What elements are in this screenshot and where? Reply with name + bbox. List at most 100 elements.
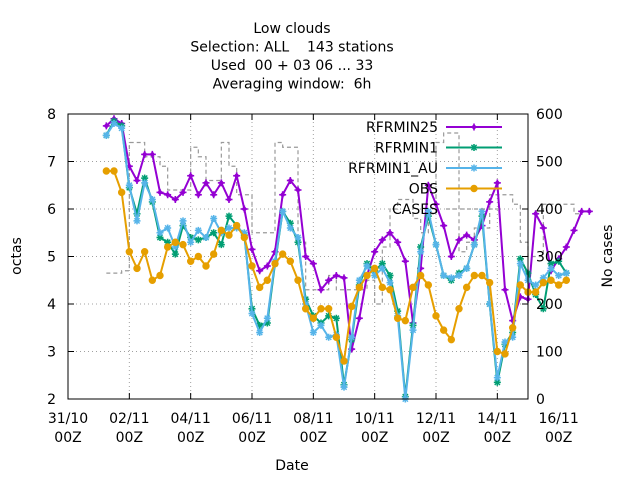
series-area [102, 115, 593, 403]
data-point [271, 259, 279, 268]
x-tick-label: 06/11 [232, 411, 272, 427]
legend-item: RFRMIN25 [366, 120, 502, 136]
legend-label: CASES [392, 202, 438, 218]
data-point [194, 226, 202, 234]
data-point [125, 181, 133, 189]
data-point [455, 305, 463, 313]
data-point [562, 269, 570, 277]
data-point [202, 234, 210, 241]
series-line [105, 122, 567, 400]
data-point [148, 150, 156, 158]
data-point [432, 241, 440, 249]
data-point [478, 271, 486, 280]
data-point [156, 188, 164, 196]
x-tick-label-time: 00Z [238, 430, 265, 446]
data-point [501, 350, 509, 358]
x-tick-label: 10/11 [354, 411, 394, 427]
data-point [210, 215, 218, 222]
data-point [110, 120, 118, 127]
series-cases [106, 132, 582, 305]
data-point [225, 224, 233, 232]
y-tick-label: 3 [47, 345, 56, 361]
data-point [485, 278, 494, 287]
y2-tick-label: 200 [536, 297, 563, 313]
data-point [102, 122, 110, 130]
data-point [462, 283, 471, 292]
data-point [409, 326, 417, 334]
x-tick-label: 08/11 [293, 411, 333, 427]
data-point [294, 276, 302, 284]
data-point [325, 276, 333, 284]
data-point [248, 262, 256, 270]
data-point [516, 281, 525, 289]
series-rfrmin1 [102, 117, 570, 401]
series-line [105, 117, 590, 350]
data-point [547, 276, 555, 284]
data-point [447, 253, 455, 260]
y2-tick-label: 300 [536, 250, 563, 266]
x-tick-label: 12/11 [416, 411, 456, 427]
data-point [133, 217, 141, 225]
data-point [363, 271, 371, 280]
data-point [117, 188, 126, 197]
data-point [317, 286, 325, 294]
data-point [478, 207, 486, 215]
data-point [386, 272, 394, 279]
x-tick-label: 02/11 [109, 411, 149, 427]
x-tick-label-time: 00Z [300, 430, 327, 446]
data-point [501, 338, 509, 346]
data-point [125, 248, 134, 256]
data-point [555, 257, 563, 265]
data-point [493, 347, 502, 356]
data-point [432, 312, 440, 320]
data-point [401, 316, 410, 325]
data-point [118, 124, 126, 132]
data-point [539, 224, 547, 232]
data-point [531, 288, 540, 296]
data-point [217, 241, 225, 249]
data-point [110, 167, 118, 175]
data-point [194, 252, 203, 261]
data-point [386, 279, 394, 287]
data-point [417, 248, 425, 256]
x-tick-label-time: 00Z [422, 430, 449, 446]
series-line [106, 132, 582, 305]
data-point [340, 383, 348, 391]
data-point [240, 233, 249, 242]
data-point [263, 314, 271, 322]
data-point [217, 179, 225, 187]
data-point [202, 262, 210, 270]
data-point [209, 250, 218, 258]
data-point [317, 321, 325, 329]
chart-title-line: Averaging window: 6h [213, 77, 372, 93]
data-point [355, 276, 363, 284]
legend-label: OBS [409, 182, 438, 198]
data-point [409, 283, 417, 292]
data-point [179, 217, 187, 225]
data-point [501, 286, 509, 294]
data-point [233, 172, 241, 180]
data-point [508, 324, 517, 332]
data-point [302, 253, 310, 260]
data-point [585, 207, 593, 215]
data-point [570, 226, 578, 234]
data-point [555, 272, 563, 279]
data-point [210, 191, 218, 199]
data-point [187, 238, 195, 246]
legend-label: RFRMIN25 [366, 120, 438, 136]
data-point [539, 305, 547, 313]
data-point [340, 274, 348, 282]
data-point [470, 164, 478, 172]
x-tick-label-time: 00Z [116, 430, 143, 446]
data-point [532, 210, 540, 218]
data-point [493, 179, 501, 187]
y-tick-label: 5 [47, 250, 56, 266]
data-point [432, 200, 440, 208]
data-point [225, 212, 233, 220]
legend-item: OBS [409, 182, 502, 198]
data-point [164, 224, 172, 232]
data-point [317, 305, 325, 313]
y2-tick-label: 0 [536, 392, 545, 408]
data-point [141, 150, 149, 158]
data-point [539, 278, 548, 287]
